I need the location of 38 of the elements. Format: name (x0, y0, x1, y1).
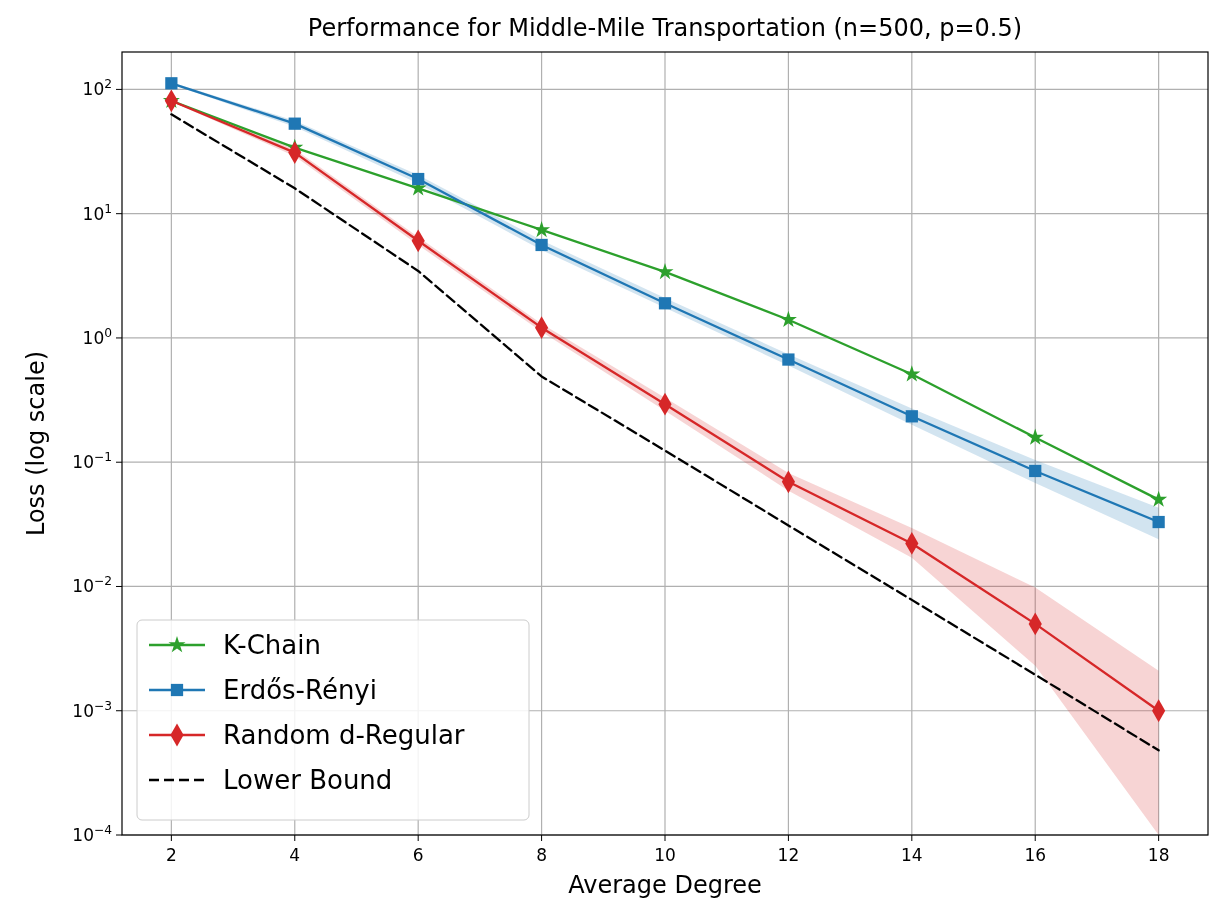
point (658, 297, 672, 310)
point (656, 262, 674, 280)
x-tick-label: 12 (777, 845, 800, 865)
x-axis-title: Average Degree (568, 871, 762, 899)
x-tick-label: 10 (654, 845, 676, 865)
point (535, 238, 548, 252)
x-tick-label: 18 (1147, 845, 1170, 865)
x-tick-label: 8 (536, 845, 548, 865)
point (1150, 490, 1168, 507)
chart-title: Performance for Middle-Mile Transportation (n=500, p=0.5) (307, 14, 1023, 42)
y-tick-label: 10$^{0}$ (82, 325, 112, 348)
x-tick-label: 4 (289, 845, 301, 865)
point (1029, 464, 1042, 478)
point (165, 77, 178, 90)
y-tick-label: 10$^{2}$ (82, 77, 112, 100)
x-tick-label: 6 (412, 845, 424, 865)
y-tick-label: 10$^{−2}$ (72, 574, 112, 597)
legend-label: Random d-Regular (223, 720, 465, 751)
y-tick-label: 10$^{−3}$ (72, 698, 112, 721)
y-tick-label: 10$^{−1}$ (72, 450, 112, 473)
point (782, 353, 795, 366)
point (779, 310, 797, 328)
point (905, 410, 918, 423)
point (903, 365, 921, 382)
point (1026, 428, 1044, 445)
y-axis-title: Loss (log scale) (22, 350, 50, 537)
y-tick-label: 10$^{−4}$ (72, 822, 113, 845)
x-tick-label: 14 (901, 845, 923, 865)
legend-label: Erdős-Rényi (223, 675, 377, 706)
point (288, 117, 301, 130)
legend-label: Lower Bound (223, 765, 393, 796)
x-tick-label: 16 (1024, 845, 1047, 865)
point (412, 172, 425, 186)
x-tick-label: 2 (165, 845, 177, 865)
point (1152, 515, 1165, 529)
y-tick-label: 10$^{1}$ (82, 201, 112, 224)
point (533, 220, 551, 238)
legend-label: K-Chain (223, 630, 321, 661)
